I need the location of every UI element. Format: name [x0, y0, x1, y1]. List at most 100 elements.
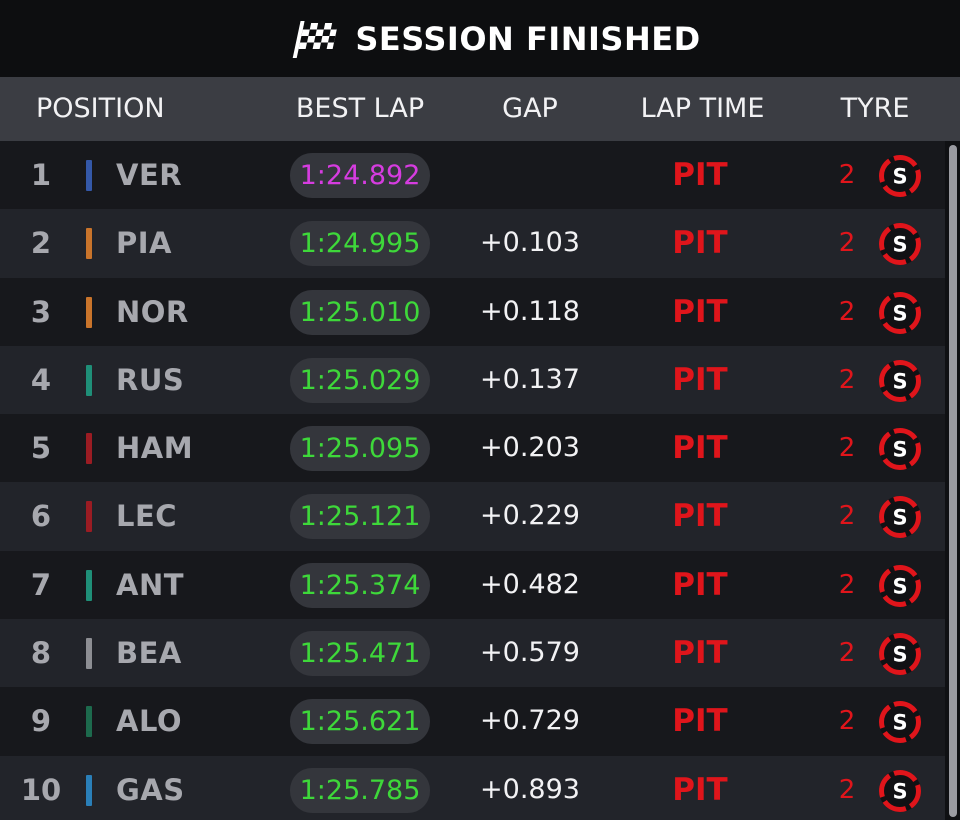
- driver-code: PIA: [116, 226, 172, 261]
- tyre-laps: 2: [838, 364, 856, 395]
- tyre-compound-letter: S: [892, 369, 907, 393]
- gap-value: +0.203: [480, 432, 580, 464]
- team-color-bar: [86, 160, 92, 191]
- driver-code: GAS: [116, 772, 185, 807]
- lap-time-status: PIT: [672, 498, 728, 535]
- tyre-compound-letter: S: [892, 301, 907, 325]
- team-color-bar: [86, 638, 92, 670]
- table-row[interactable]: 10 GAS 1:25.785 +0.893 PIT 2 S: [0, 755, 945, 820]
- best-lap-time: 1:25.785: [290, 767, 430, 813]
- gap-value: +0.579: [480, 637, 580, 669]
- tyre-compound-letter: S: [892, 643, 907, 667]
- column-header-gap: GAP: [502, 93, 558, 124]
- scrollbar-thumb[interactable]: [949, 145, 957, 817]
- position-number: 2: [30, 226, 52, 261]
- gap-value: +0.118: [480, 295, 580, 327]
- table-row[interactable]: 9 ALO 1:25.621 +0.729 PIT 2 S: [0, 687, 945, 756]
- table-row[interactable]: 1 VER 1:24.892 PIT 2 S: [0, 141, 945, 210]
- best-lap-time: 1:25.471: [290, 631, 430, 677]
- soft-tyre-icon: S: [879, 633, 921, 676]
- soft-tyre-icon: S: [879, 769, 921, 812]
- best-lap-time: 1:25.010: [290, 289, 430, 335]
- team-color-bar: [86, 501, 92, 533]
- table-header: POSITION BEST LAP GAP LAP TIME TYRE: [0, 77, 960, 141]
- lap-time-status: PIT: [672, 157, 728, 193]
- driver-code: HAM: [116, 431, 194, 466]
- table-row[interactable]: 8 BEA 1:25.471 +0.579 PIT 2 S: [0, 619, 945, 688]
- team-color-bar: [86, 569, 92, 601]
- tyre-compound-letter: S: [892, 711, 907, 735]
- best-lap-time: 1:25.029: [290, 357, 430, 403]
- best-lap-time: 1:25.621: [290, 699, 430, 745]
- scrollbar[interactable]: [946, 141, 960, 820]
- driver-code: ANT: [116, 567, 184, 602]
- position-number: 6: [30, 499, 52, 534]
- results-table: 1 VER 1:24.892 PIT 2 S 2 PIA 1:24.995 +0.103 PIT 2 S…: [0, 141, 945, 820]
- lap-time-status: PIT: [672, 361, 728, 398]
- lap-time-status: PIT: [672, 635, 728, 672]
- table-row[interactable]: 7 ANT 1:25.374 +0.482 PIT 2 S: [0, 550, 945, 620]
- tyre-laps: 2: [838, 638, 856, 669]
- tyre-laps: 2: [838, 501, 856, 532]
- tyre-compound-letter: S: [892, 233, 907, 257]
- position-number: 1: [30, 158, 52, 192]
- table-row[interactable]: 3 NOR 1:25.010 +0.118 PIT 2 S: [0, 277, 945, 346]
- gap-value: +0.103: [480, 227, 580, 259]
- gap-value: +0.482: [480, 568, 580, 600]
- table-row[interactable]: 4 RUS 1:25.029 +0.137 PIT 2 S: [0, 345, 945, 415]
- lap-time-status: PIT: [672, 293, 728, 330]
- soft-tyre-icon: S: [879, 155, 921, 197]
- tyre-laps: 2: [838, 228, 856, 259]
- driver-code: NOR: [116, 294, 189, 329]
- position-number: 5: [30, 431, 52, 466]
- soft-tyre-icon: S: [879, 701, 921, 744]
- best-lap-time: 1:25.121: [290, 494, 430, 540]
- tyre-compound-letter: S: [892, 574, 907, 598]
- position-number: 7: [30, 567, 52, 602]
- tyre-compound-letter: S: [892, 506, 907, 530]
- tyre-laps: 2: [838, 433, 856, 464]
- tyre-laps: 2: [838, 160, 856, 190]
- lap-time-status: PIT: [672, 225, 728, 262]
- tyre-compound-letter: S: [892, 165, 907, 189]
- team-color-bar: [86, 364, 92, 396]
- tyre-compound-letter: S: [892, 779, 907, 803]
- team-color-bar: [86, 433, 92, 465]
- table-row[interactable]: 6 LEC 1:25.121 +0.229 PIT 2 S: [0, 482, 945, 551]
- column-header-tyre: TYRE: [840, 93, 910, 124]
- lap-time-status: PIT: [672, 703, 728, 740]
- position-number: 3: [30, 294, 52, 329]
- tyre-compound-letter: S: [892, 438, 907, 462]
- lap-time-status: PIT: [672, 771, 728, 808]
- lap-time-status: PIT: [672, 430, 728, 467]
- column-header-lap-time: LAP TIME: [640, 93, 765, 124]
- table-row[interactable]: 5 HAM 1:25.095 +0.203 PIT 2 S: [0, 414, 945, 483]
- soft-tyre-icon: S: [879, 223, 921, 266]
- driver-code: LEC: [116, 499, 178, 534]
- best-lap-time: 1:25.095: [290, 426, 430, 472]
- driver-code: BEA: [116, 636, 182, 671]
- lap-time-status: PIT: [672, 566, 728, 603]
- table-row[interactable]: 2 PIA 1:24.995 +0.103 PIT 2 S: [0, 209, 945, 278]
- column-header-best-lap: BEST LAP: [295, 93, 425, 124]
- soft-tyre-icon: S: [879, 291, 921, 334]
- gap-value: +0.729: [480, 705, 580, 737]
- checkered-flag-icon: [293, 20, 338, 58]
- driver-code: RUS: [116, 362, 185, 397]
- team-color-bar: [86, 228, 92, 260]
- tyre-laps: 2: [838, 296, 856, 327]
- gap-value: [470, 141, 590, 209]
- gap-value: +0.229: [480, 500, 580, 532]
- position-number: 9: [30, 704, 52, 739]
- team-color-bar: [86, 706, 92, 738]
- driver-code: ALO: [116, 704, 183, 739]
- position-number: 10: [20, 772, 62, 807]
- gap-value: +0.137: [480, 363, 580, 395]
- title-bar: SESSION FINISHED: [0, 0, 960, 77]
- soft-tyre-icon: S: [879, 564, 921, 607]
- best-lap-time: 1:24.892: [290, 153, 430, 198]
- team-color-bar: [86, 296, 92, 328]
- soft-tyre-icon: S: [879, 428, 921, 471]
- gap-value: +0.893: [480, 773, 580, 805]
- page-title: SESSION FINISHED: [355, 19, 701, 58]
